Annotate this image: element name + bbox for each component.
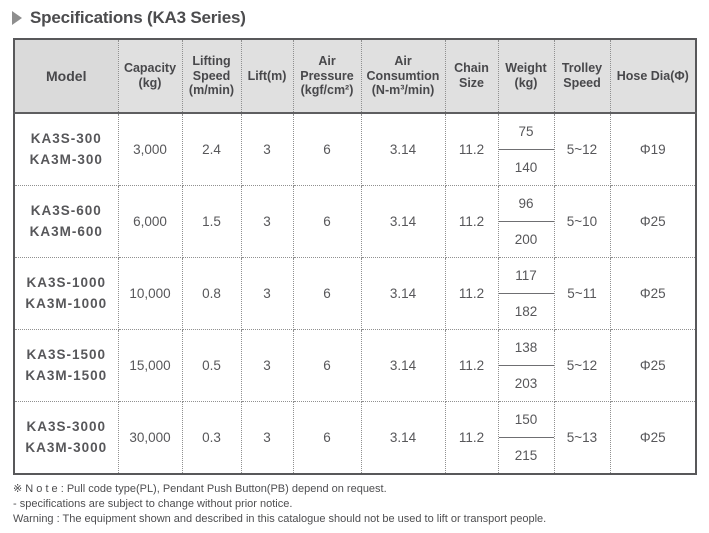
capacity-cell: 15,000 xyxy=(117,329,183,402)
weight-cell: 75 140 xyxy=(497,112,555,186)
note-line: ※ N o t e : Pull code type(PL), Pendant … xyxy=(13,483,387,495)
chain-size-cell: 11.2 xyxy=(444,329,499,402)
lifting-speed-cell: 2.4 xyxy=(181,112,242,186)
air-consumption-cell: 3.14 xyxy=(360,257,446,330)
footnotes: ※ N o t e : Pull code type(PL), Pendant … xyxy=(13,482,709,528)
model-name: KA3S-3000 xyxy=(26,419,107,435)
model-cell: KA3S-1000 KA3M-1000 xyxy=(13,257,119,330)
hose-dia-cell: Φ19 xyxy=(609,112,697,186)
col-header-air-consumption: Air Consumtion (N-m³/min) xyxy=(360,38,446,114)
air-pressure-cell: 6 xyxy=(292,257,362,330)
model-name: KA3M-600 xyxy=(29,223,103,239)
col-header-chain-size: Chain Size xyxy=(444,38,499,114)
air-consumption-cell: 3.14 xyxy=(360,329,446,402)
weight-cell: 96 200 xyxy=(497,185,555,258)
model-name: KA3M-1500 xyxy=(25,367,108,383)
lift-cell: 3 xyxy=(240,112,294,186)
capacity-cell: 6,000 xyxy=(117,185,183,258)
col-header-model: Model xyxy=(13,38,119,114)
weight-upper: 138 xyxy=(498,330,554,366)
table-row: KA3S-300 KA3M-300 3,000 2.4 3 6 3.14 11.… xyxy=(13,112,697,186)
lift-cell: 3 xyxy=(240,329,294,402)
weight-upper: 75 xyxy=(498,114,554,150)
air-consumption-cell: 3.14 xyxy=(360,401,446,475)
air-pressure-cell: 6 xyxy=(292,112,362,186)
chain-size-cell: 11.2 xyxy=(444,257,499,330)
lift-cell: 3 xyxy=(240,401,294,475)
weight-lower: 140 xyxy=(514,160,538,175)
weight-lower: 203 xyxy=(514,376,538,391)
weight-upper: 96 xyxy=(498,186,554,222)
trolley-speed-cell: 5~12 xyxy=(553,329,611,402)
capacity-cell: 30,000 xyxy=(117,401,183,475)
air-consumption-cell: 3.14 xyxy=(360,112,446,186)
table-row: KA3S-600 KA3M-600 6,000 1.5 3 6 3.14 11.… xyxy=(13,185,697,258)
table-row: KA3S-3000 KA3M-3000 30,000 0.3 3 6 3.14 … xyxy=(13,401,697,475)
air-pressure-cell: 6 xyxy=(292,329,362,402)
model-name: KA3S-1500 xyxy=(26,347,107,363)
col-header-lift: Lift(m) xyxy=(240,38,294,114)
weight-lower: 215 xyxy=(514,448,538,463)
weight-upper: 150 xyxy=(498,402,554,438)
model-cell: KA3S-300 KA3M-300 xyxy=(13,112,119,186)
note-line: - specifications are subject to change w… xyxy=(13,498,293,511)
trolley-speed-cell: 5~10 xyxy=(553,185,611,258)
trolley-speed-cell: 5~12 xyxy=(553,112,611,186)
capacity-cell: 3,000 xyxy=(117,112,183,186)
model-name: KA3M-300 xyxy=(29,151,103,167)
chain-size-cell: 11.2 xyxy=(444,112,499,186)
lifting-speed-cell: 0.3 xyxy=(181,401,242,475)
air-consumption-cell: 3.14 xyxy=(360,185,446,258)
page-title: Specifications (KA3 Series) xyxy=(30,8,246,27)
model-name: KA3M-1000 xyxy=(25,295,108,311)
hose-dia-cell: Φ25 xyxy=(609,329,697,402)
hose-dia-cell: Φ25 xyxy=(609,401,697,475)
specifications-table: Model Capacity (kg) Lifting Speed (m/min… xyxy=(13,38,697,475)
col-header-trolley-speed: Trolley Speed xyxy=(553,38,611,114)
trolley-speed-cell: 5~11 xyxy=(553,257,611,330)
capacity-cell: 10,000 xyxy=(117,257,183,330)
model-name: KA3M-3000 xyxy=(25,439,108,455)
model-name: KA3S-600 xyxy=(30,203,102,219)
right-arrow-icon xyxy=(12,11,22,25)
col-header-capacity: Capacity (kg) xyxy=(117,38,183,114)
model-cell: KA3S-1500 KA3M-1500 xyxy=(13,329,119,402)
table-row: KA3S-1000 KA3M-1000 10,000 0.8 3 6 3.14 … xyxy=(13,257,697,330)
col-header-weight: Weight (kg) xyxy=(497,38,555,114)
lift-cell: 3 xyxy=(240,257,294,330)
trolley-speed-cell: 5~13 xyxy=(553,401,611,475)
lift-cell: 3 xyxy=(240,185,294,258)
table-row: KA3S-1500 KA3M-1500 15,000 0.5 3 6 3.14 … xyxy=(13,329,697,402)
col-header-hose-dia: Hose Dia(Φ) xyxy=(609,38,697,114)
air-pressure-cell: 6 xyxy=(292,185,362,258)
weight-cell: 117 182 xyxy=(497,257,555,330)
table-header-row: Model Capacity (kg) Lifting Speed (m/min… xyxy=(13,38,697,114)
warning-line: Warning : The equipment shown and descri… xyxy=(13,513,547,526)
model-name: KA3S-300 xyxy=(30,131,102,147)
model-name: KA3S-1000 xyxy=(26,275,107,291)
col-header-lifting-speed: Lifting Speed (m/min) xyxy=(181,38,242,114)
weight-cell: 138 203 xyxy=(497,329,555,402)
hose-dia-cell: Φ25 xyxy=(609,185,697,258)
air-pressure-cell: 6 xyxy=(292,401,362,475)
lifting-speed-cell: 0.5 xyxy=(181,329,242,402)
weight-cell: 150 215 xyxy=(497,401,555,475)
model-cell: KA3S-3000 KA3M-3000 xyxy=(13,401,119,475)
chain-size-cell: 11.2 xyxy=(444,401,499,475)
weight-lower: 182 xyxy=(514,304,538,319)
weight-upper: 117 xyxy=(498,258,554,294)
chain-size-cell: 11.2 xyxy=(444,185,499,258)
hose-dia-cell: Φ25 xyxy=(609,257,697,330)
model-cell: KA3S-600 KA3M-600 xyxy=(13,185,119,258)
lifting-speed-cell: 1.5 xyxy=(181,185,242,258)
weight-lower: 200 xyxy=(514,232,538,247)
lifting-speed-cell: 0.8 xyxy=(181,257,242,330)
col-header-air-pressure: Air Pressure (kgf/cm²) xyxy=(292,38,362,114)
section-title-row: Specifications (KA3 Series) xyxy=(12,7,709,29)
